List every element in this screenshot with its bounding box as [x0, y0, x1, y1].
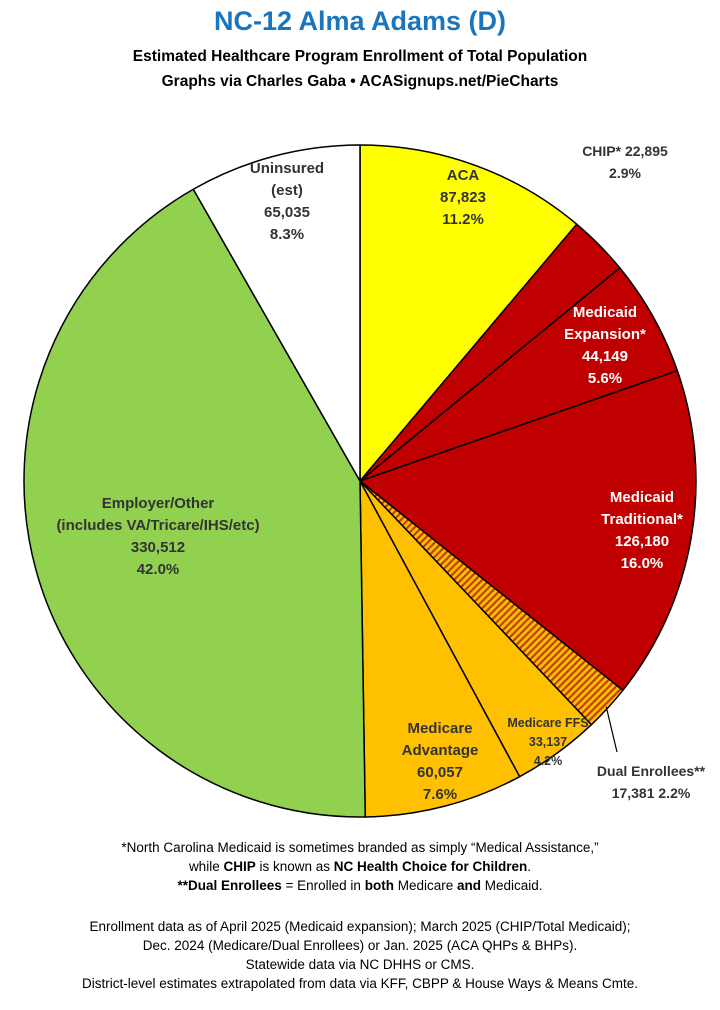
slice-label-chip: CHIP* 22,895	[582, 143, 668, 159]
pie-slice-uninsured	[192, 144, 361, 482]
slice-label-medicaid-expansion: Medicaid	[573, 304, 637, 321]
footnote-line: **Dual Enrollees = Enrolled in both Medi…	[177, 878, 543, 893]
page-title: NC-12 Alma Adams (D)	[213, 6, 507, 36]
slice-label-medicare-ffs: Medicare FFS	[507, 716, 588, 730]
slice-label-aca: 87,823	[440, 189, 486, 206]
slice-label-uninsured: 8.3%	[270, 226, 304, 243]
slice-label-medicare-advantage: Medicare	[407, 720, 472, 737]
slice-label-employer-other: (includes VA/Tricare/IHS/etc)	[56, 517, 259, 534]
slice-label-chip: 2.9%	[609, 165, 641, 181]
slice-label-medicare-advantage: 7.6%	[423, 786, 457, 803]
pie-slice-medicare-advantage	[359, 480, 521, 818]
chart-credit: Graphs via Charles Gaba • ACASignups.net…	[161, 73, 559, 90]
slice-label-aca: 11.2%	[442, 211, 484, 228]
slice-label-aca: ACA	[447, 167, 480, 184]
slice-label-medicaid-traditional: Medicaid	[610, 489, 674, 506]
slice-label-employer-other: 330,512	[131, 539, 185, 556]
footnote-line: while CHIP is known as NC Health Choice …	[188, 859, 532, 874]
data-sources: Enrollment data as of April 2025 (Medica…	[0, 917, 720, 993]
source-line: Statewide data via NC DHHS or CMS.	[245, 957, 475, 972]
slice-label-medicare-advantage: 60,057	[417, 764, 463, 781]
slice-label-medicare-ffs: 4.2%	[534, 754, 563, 768]
slice-label-dual-enrollees: Dual Enrollees**	[597, 763, 706, 779]
slice-label-uninsured: (est)	[271, 182, 303, 199]
pie-slice-medicaid-traditional	[359, 369, 697, 692]
slice-label-medicaid-expansion: 5.6%	[588, 370, 622, 387]
chart-subtitle: Estimated Healthcare Program Enrollment …	[132, 48, 588, 65]
slice-label-employer-other: 42.0%	[137, 561, 180, 578]
source-line: Enrollment data as of April 2025 (Medica…	[89, 919, 631, 934]
slice-label-uninsured: Uninsured	[250, 160, 324, 177]
slice-label-medicaid-traditional: Traditional*	[601, 511, 683, 528]
source-line: District-level estimates extrapolated fr…	[82, 976, 638, 991]
slice-label-uninsured: 65,035	[264, 204, 310, 221]
slice-label-medicare-advantage: Advantage	[402, 742, 479, 759]
slice-label-medicaid-traditional: 126,180	[615, 533, 669, 550]
footnote-line: *North Carolina Medicaid is sometimes br…	[121, 840, 599, 855]
slice-label-medicaid-expansion: Expansion*	[564, 326, 646, 343]
pie-slice-employer-other	[23, 188, 367, 818]
footnotes: *North Carolina Medicaid is sometimes br…	[0, 838, 720, 895]
pie-slice-aca	[359, 144, 578, 482]
slice-label-medicaid-expansion: 44,149	[582, 348, 628, 365]
slice-label-medicaid-traditional: 16.0%	[621, 555, 664, 572]
leader-line-dual-enrollees	[605, 706, 618, 753]
slice-label-medicare-ffs: 33,137	[529, 735, 567, 749]
slice-label-dual-enrollees: 17,381 2.2%	[612, 785, 691, 801]
slice-label-employer-other: Employer/Other	[102, 495, 215, 512]
source-line: Dec. 2024 (Medicare/Dual Enrollees) or J…	[142, 938, 578, 953]
